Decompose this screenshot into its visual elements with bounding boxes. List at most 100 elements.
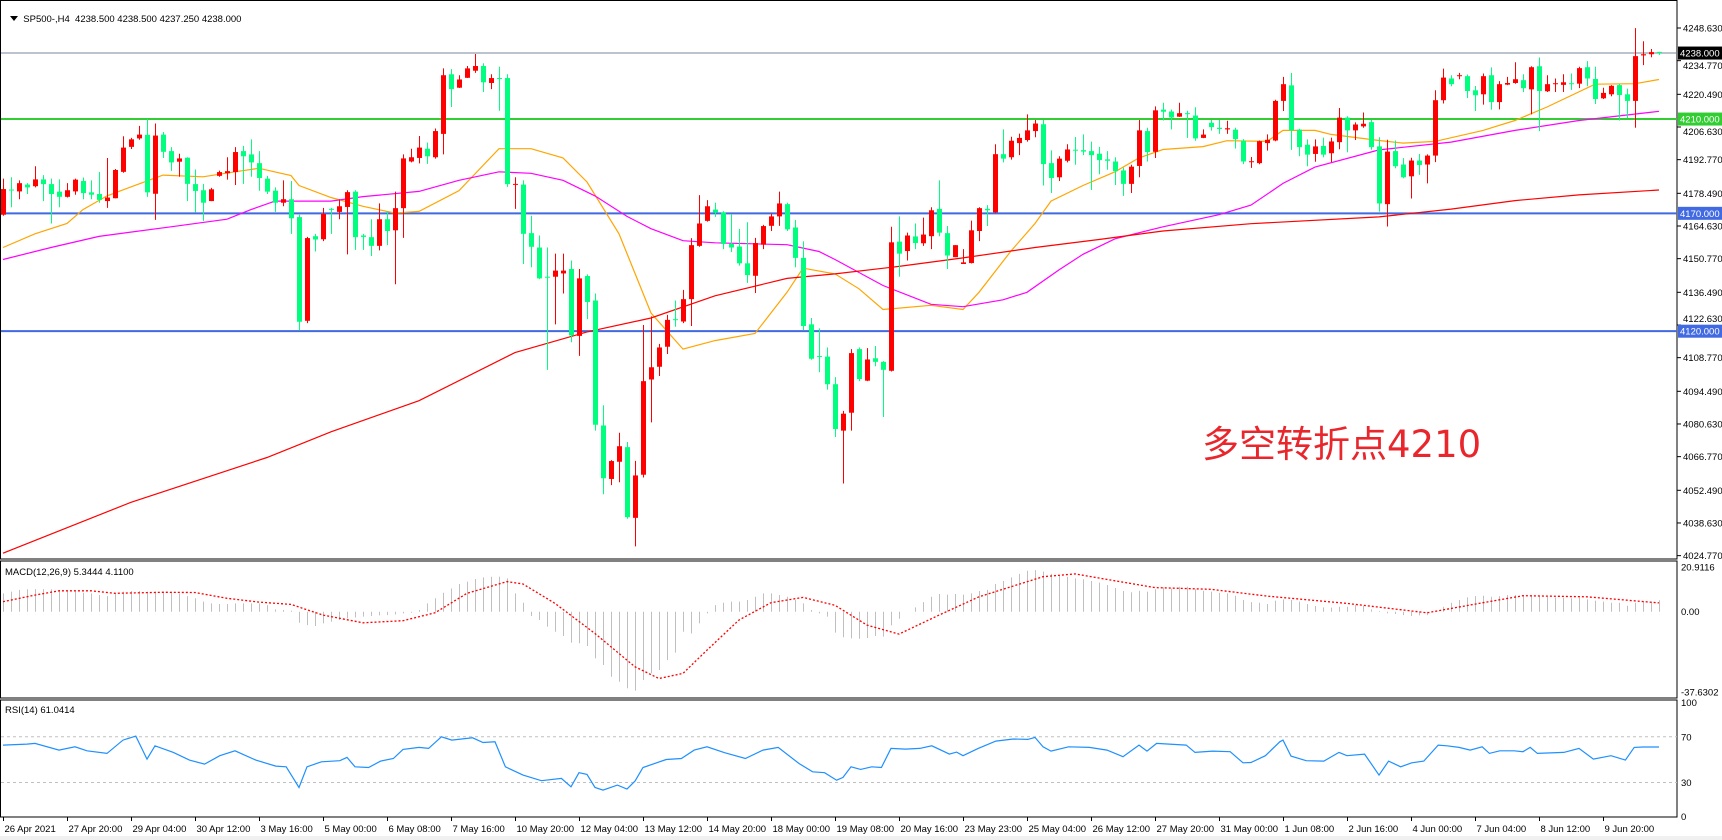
time-axis-label: 4 Jun 00:00 — [1413, 824, 1463, 835]
candle — [1449, 75, 1454, 87]
candle-body — [617, 446, 622, 462]
candle-body — [1553, 83, 1558, 85]
time-axis-label: 3 May 16:00 — [261, 824, 313, 835]
time-axis-label: 7 Jun 04:00 — [1477, 824, 1527, 835]
candle-body — [1369, 122, 1374, 148]
candle — [457, 75, 462, 88]
candle-body — [1633, 56, 1638, 101]
collapse-triangle-icon[interactable] — [10, 16, 19, 21]
candle — [1617, 83, 1622, 121]
candle-body — [9, 189, 14, 191]
candle-body — [417, 147, 422, 158]
candle-body — [289, 199, 294, 219]
candle — [1433, 90, 1438, 163]
candle-body — [113, 169, 118, 199]
candle — [825, 347, 830, 390]
candle — [1473, 86, 1478, 112]
bottom-strip — [0, 836, 1722, 840]
candle-body — [1273, 100, 1278, 141]
price-tick-label: 4192.770 — [1683, 155, 1722, 166]
candle-body — [1233, 129, 1238, 140]
price-tick-label: 4038.630 — [1683, 518, 1722, 529]
candle-body — [1329, 141, 1334, 154]
candle — [1609, 85, 1614, 97]
candle-body — [513, 183, 518, 185]
candle — [505, 74, 510, 187]
candle-body — [105, 197, 110, 202]
candle — [177, 153, 182, 177]
candle — [1281, 76, 1286, 112]
rsi-panel — [0, 699, 1678, 818]
candle-body — [1585, 67, 1590, 79]
candle-body — [1441, 77, 1446, 101]
candle — [145, 119, 150, 197]
candle — [713, 202, 718, 217]
candle-body — [1145, 131, 1150, 153]
symbol-label: SP500-,H4 — [23, 14, 70, 25]
candle-body — [225, 171, 230, 174]
candle-body — [265, 178, 270, 192]
candle — [1225, 120, 1230, 134]
candle — [961, 249, 966, 265]
candle — [465, 66, 470, 79]
candle-body — [313, 236, 318, 240]
candle — [1641, 41, 1646, 66]
candle — [849, 349, 854, 431]
candle-body — [401, 158, 406, 209]
candle — [593, 293, 598, 431]
candle — [249, 139, 254, 177]
candle — [609, 460, 614, 486]
candle — [353, 190, 358, 250]
candle-body — [193, 184, 198, 191]
candle-body — [577, 278, 582, 336]
candle — [1377, 137, 1382, 212]
time-axis-label: 27 Apr 20:00 — [69, 824, 123, 835]
candle-body — [1401, 164, 1406, 178]
candle-body — [73, 179, 78, 192]
annotation-text[interactable]: 多空转折点4210 — [1202, 423, 1482, 466]
candle — [585, 274, 590, 320]
time-axis-label: 26 Apr 2021 — [5, 824, 56, 835]
candle-body — [1657, 51, 1662, 54]
candle — [601, 405, 606, 495]
candle — [1481, 73, 1486, 105]
candle-body — [129, 139, 134, 147]
candle — [1209, 119, 1214, 131]
candle-body — [233, 152, 238, 173]
rsi-axis-label: 70 — [1681, 732, 1692, 743]
candle — [1113, 157, 1118, 186]
candle — [1353, 122, 1358, 141]
candle — [209, 187, 214, 202]
candle-body — [1, 189, 6, 215]
candle-body — [153, 135, 158, 194]
macd-axis-label: -37.6302 — [1681, 688, 1719, 699]
candle-body — [833, 384, 838, 429]
candle — [1505, 76, 1510, 86]
candle — [753, 237, 758, 293]
candle — [1425, 154, 1430, 184]
candle-body — [521, 184, 526, 234]
candle — [1105, 151, 1110, 170]
price-level-tag-label: 4238.000 — [1680, 49, 1720, 60]
candle-body — [345, 192, 350, 207]
candle-body — [881, 361, 886, 370]
rsi-legend: RSI(14) 61.0414 — [5, 705, 75, 716]
price-tick-label: 4052.490 — [1683, 486, 1722, 497]
candle — [1097, 146, 1102, 175]
candle-body — [969, 230, 974, 264]
candle-body — [1049, 163, 1054, 178]
candle — [329, 207, 334, 234]
candle-body — [1033, 123, 1038, 132]
candle-body — [593, 300, 598, 425]
candle — [1489, 67, 1494, 110]
candle — [777, 191, 782, 226]
candle-body — [209, 189, 214, 202]
time-axis-label: 12 May 04:00 — [581, 824, 639, 835]
candle-body — [1129, 166, 1134, 184]
candle — [1153, 106, 1158, 158]
candle — [433, 128, 438, 159]
candle — [241, 145, 246, 184]
candle — [129, 137, 134, 149]
candle — [1497, 81, 1502, 110]
